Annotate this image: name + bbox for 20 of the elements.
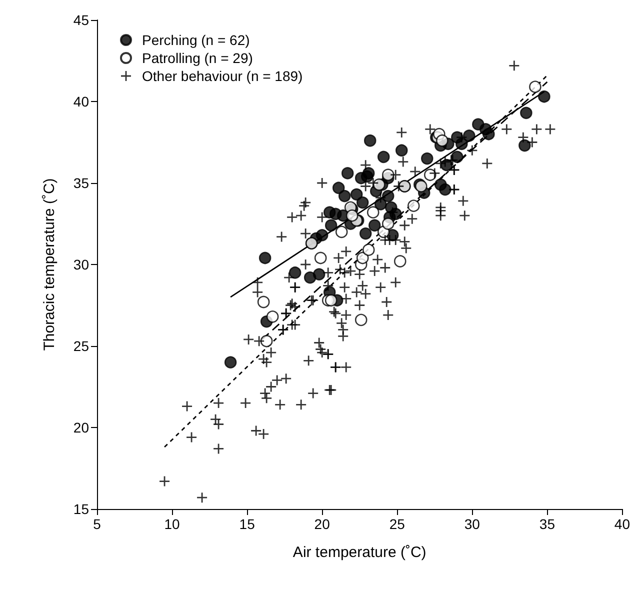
y-tick-label: 20 bbox=[73, 420, 90, 436]
y-tick-label: 45 bbox=[73, 12, 90, 28]
y-tick-label: 15 bbox=[73, 501, 90, 517]
x-tick-label: 10 bbox=[164, 516, 180, 532]
x-tick-label: 40 bbox=[614, 516, 630, 532]
x-axis-title: Air temperature (˚C) bbox=[292, 544, 426, 561]
x-tick-label: 30 bbox=[464, 516, 480, 532]
x-tick-label: 5 bbox=[93, 516, 102, 532]
y-tick-label: 25 bbox=[73, 338, 90, 354]
x-tick-label: 35 bbox=[539, 516, 556, 532]
legend-label: Patrolling (n = 29) bbox=[142, 50, 253, 66]
x-tick-label: 20 bbox=[314, 516, 330, 532]
legend-label: Other behaviour (n = 189) bbox=[142, 68, 303, 84]
y-axis-title: Thoracic temperature (˚C) bbox=[41, 178, 58, 351]
y-tick-label: 35 bbox=[73, 175, 90, 191]
x-tick-label: 25 bbox=[389, 516, 406, 532]
legend-label: Perching (n = 62) bbox=[142, 32, 250, 48]
x-tick-label: 15 bbox=[239, 516, 256, 532]
y-tick-label: 40 bbox=[73, 94, 90, 110]
y-tick-label: 30 bbox=[73, 256, 90, 272]
